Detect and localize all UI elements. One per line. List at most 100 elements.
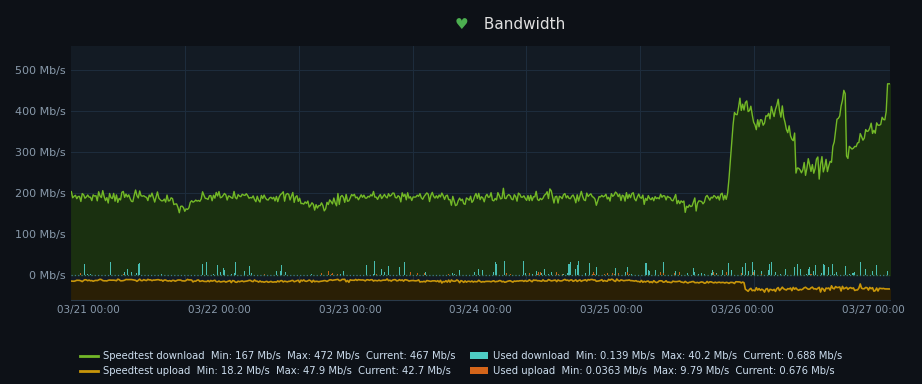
- Bar: [137, 264, 139, 275]
- Bar: [332, 273, 333, 275]
- Bar: [139, 263, 140, 275]
- Bar: [496, 263, 497, 275]
- Bar: [887, 270, 888, 275]
- Bar: [286, 272, 287, 275]
- Bar: [235, 262, 236, 275]
- Bar: [410, 271, 411, 275]
- Bar: [85, 264, 86, 275]
- Bar: [824, 265, 825, 275]
- Bar: [525, 273, 526, 275]
- Bar: [663, 262, 664, 275]
- Bar: [539, 272, 541, 275]
- Bar: [748, 271, 749, 275]
- Bar: [249, 266, 250, 275]
- Bar: [331, 274, 332, 275]
- Bar: [751, 262, 752, 275]
- Bar: [810, 274, 811, 275]
- Bar: [224, 270, 225, 275]
- Bar: [716, 273, 717, 275]
- Bar: [716, 274, 717, 275]
- Bar: [614, 274, 615, 275]
- Bar: [280, 271, 281, 275]
- Bar: [711, 273, 712, 275]
- Bar: [123, 274, 124, 275]
- Bar: [595, 274, 596, 275]
- Bar: [745, 263, 746, 275]
- Bar: [524, 261, 525, 275]
- Bar: [459, 270, 460, 275]
- Bar: [222, 268, 224, 275]
- Bar: [822, 264, 824, 275]
- Bar: [202, 265, 203, 275]
- Legend: Speedtest download  Min: 167 Mb/s  Max: 472 Mb/s  Current: 467 Mb/s, Speedtest u: Speedtest download Min: 167 Mb/s Max: 47…: [77, 348, 845, 379]
- Bar: [797, 263, 798, 275]
- Bar: [550, 272, 551, 275]
- Bar: [674, 273, 675, 275]
- Bar: [529, 273, 530, 275]
- Bar: [124, 272, 125, 275]
- Bar: [655, 270, 656, 275]
- Bar: [754, 270, 755, 275]
- Bar: [596, 266, 597, 275]
- Bar: [855, 272, 856, 275]
- Bar: [453, 273, 454, 275]
- Bar: [807, 274, 808, 275]
- Bar: [876, 265, 877, 275]
- Bar: [780, 273, 782, 275]
- Bar: [136, 273, 137, 275]
- Bar: [808, 269, 809, 275]
- Bar: [770, 264, 771, 275]
- Bar: [688, 273, 689, 275]
- Bar: [366, 265, 367, 275]
- Bar: [815, 265, 816, 275]
- Bar: [474, 272, 475, 275]
- Bar: [576, 265, 578, 275]
- Bar: [694, 272, 695, 275]
- Bar: [561, 274, 562, 275]
- Text: ♥: ♥: [455, 17, 467, 32]
- Bar: [399, 267, 400, 275]
- Bar: [561, 273, 562, 275]
- Bar: [612, 273, 613, 275]
- Bar: [454, 273, 455, 275]
- Bar: [556, 272, 557, 275]
- Bar: [230, 274, 231, 275]
- Bar: [417, 273, 418, 275]
- Bar: [569, 264, 570, 275]
- Bar: [828, 267, 829, 275]
- Bar: [648, 270, 649, 275]
- Bar: [374, 261, 375, 275]
- Bar: [712, 270, 713, 275]
- Text: Bandwidth: Bandwidth: [479, 17, 566, 32]
- Bar: [567, 273, 568, 275]
- Bar: [88, 274, 89, 275]
- Bar: [660, 272, 661, 275]
- Bar: [337, 274, 338, 275]
- Bar: [607, 273, 608, 275]
- Bar: [504, 261, 505, 275]
- Bar: [127, 269, 128, 275]
- Bar: [381, 269, 383, 275]
- Bar: [624, 272, 625, 275]
- Bar: [701, 273, 703, 275]
- Bar: [131, 272, 132, 275]
- Bar: [494, 262, 496, 275]
- Bar: [872, 271, 873, 275]
- Bar: [593, 273, 594, 275]
- Bar: [276, 271, 277, 275]
- Bar: [373, 274, 374, 275]
- Bar: [510, 274, 511, 275]
- Bar: [592, 274, 593, 275]
- Bar: [627, 273, 628, 275]
- Bar: [853, 273, 854, 275]
- Bar: [80, 274, 81, 275]
- Bar: [532, 274, 533, 275]
- Bar: [849, 273, 850, 275]
- Bar: [728, 263, 729, 275]
- Bar: [607, 273, 608, 275]
- Bar: [244, 271, 245, 275]
- Bar: [865, 269, 866, 275]
- Bar: [281, 265, 282, 275]
- Bar: [425, 271, 426, 275]
- Bar: [649, 271, 650, 275]
